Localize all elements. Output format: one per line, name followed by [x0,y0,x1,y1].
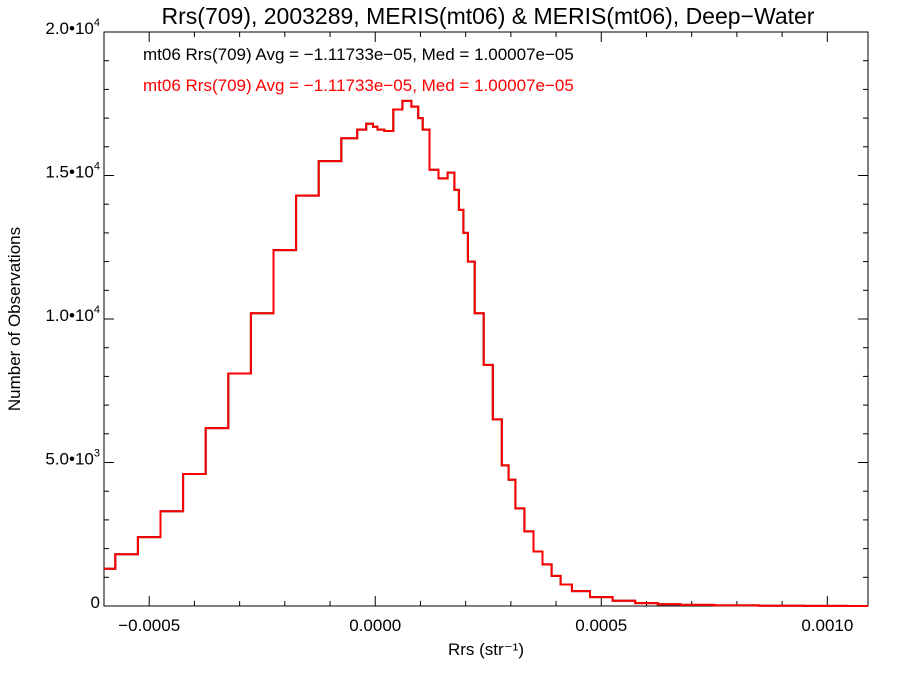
legend-entry-1: mt06 Rrs(709) Avg = −1.11733e−05, Med = … [143,45,574,64]
y-tick-label: 0 [91,593,100,612]
x-tick-label: −0.0005 [118,616,180,635]
y-tick-label: 5.0•103 [45,448,100,469]
y-tick-label: 1.5•104 [45,161,100,182]
y-axis-label: Number of Observations [5,227,24,411]
legend-entry-2: mt06 Rrs(709) Avg = −1.11733e−05, Med = … [143,76,574,95]
plot-frame [103,31,869,607]
series-line-1 [104,99,868,607]
series-line-2 [104,99,868,607]
axis-ticks [104,31,868,607]
x-axis-label: Rrs (str⁻¹) [448,640,524,659]
x-tick-label: 0.0010 [801,616,853,635]
series-group [104,99,868,607]
axis-tick-labels: −0.0005 0.0000 0.0005 0.0010 0 5.0•103 1.0•104… [45,17,853,635]
x-tick-label: 0.0000 [349,616,401,635]
y-tick-label: 2.0•104 [45,17,100,38]
chart-title: Rrs(709), 2003289, MERIS(mt06) & MERIS(m… [162,3,815,29]
x-tick-label: 0.0005 [575,616,627,635]
y-tick-label: 1.0•104 [45,304,100,325]
